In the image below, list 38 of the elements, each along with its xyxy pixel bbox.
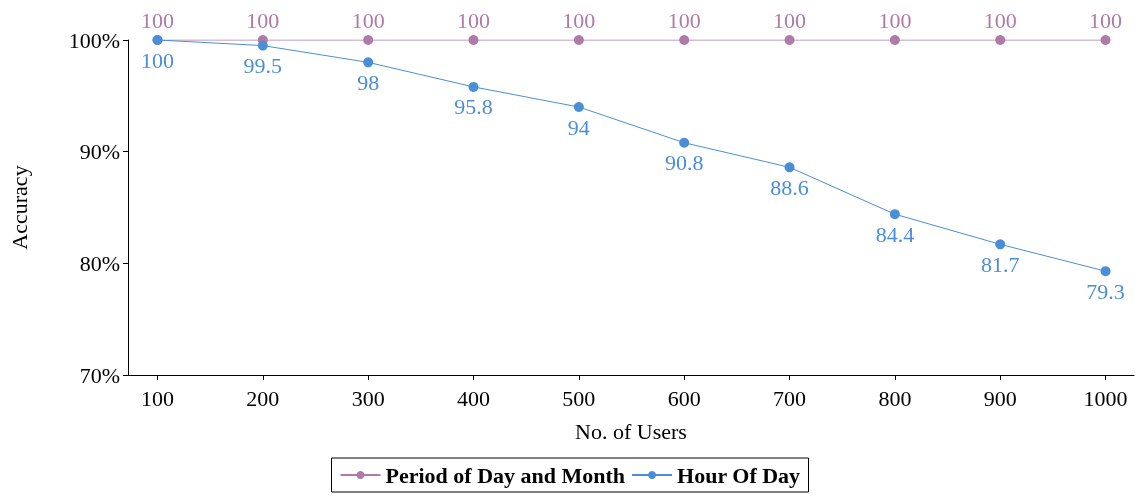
x-tick-label: 300 — [351, 385, 385, 411]
y-tick-label: 80% — [79, 250, 120, 276]
x-tick-label: 500 — [562, 385, 596, 411]
data-label: 100 — [141, 7, 174, 33]
data-label: 88.6 — [770, 174, 809, 200]
data-label: 100 — [351, 7, 385, 33]
data-label: 100 — [983, 7, 1017, 33]
data-label: 81.7 — [980, 251, 1020, 277]
x-tick-label: 400 — [457, 385, 491, 411]
data-label: 95.8 — [454, 94, 493, 120]
data-label: 100 — [1089, 7, 1123, 33]
data-label: 100 — [562, 7, 596, 33]
y-tick-label: 90% — [79, 139, 120, 165]
data-label: 100 — [667, 7, 701, 33]
x-tick-label: 800 — [878, 385, 912, 411]
legend-label: Period of Day and Month — [385, 462, 626, 488]
data-label: 90.8 — [664, 150, 704, 176]
data-label: 99.5 — [243, 53, 283, 79]
data-label: 100 — [773, 7, 807, 33]
x-tick-label: 900 — [983, 385, 1017, 411]
data-label: 100 — [457, 7, 491, 33]
data-label: 100 — [878, 7, 912, 33]
x-axis-title: No. of Users — [575, 418, 687, 444]
data-label: 84.4 — [875, 221, 915, 247]
data-label: 100 — [246, 7, 280, 33]
x-tick-label: 100 — [141, 385, 174, 411]
x-tick-label: 1000 — [1083, 385, 1128, 411]
x-tick-label: 700 — [773, 385, 807, 411]
data-label: 79.3 — [1086, 278, 1125, 304]
y-tick-label: 70% — [79, 362, 120, 388]
y-axis-title: Accuracy — [6, 165, 32, 250]
y-tick-label: 100% — [68, 27, 120, 53]
x-tick-label: 600 — [667, 385, 701, 411]
data-label: 94 — [567, 114, 590, 140]
data-label: 100 — [141, 47, 174, 73]
data-label: 98 — [357, 69, 380, 95]
legend-label: Hour Of Day — [677, 462, 801, 488]
x-tick-label: 200 — [246, 385, 280, 411]
